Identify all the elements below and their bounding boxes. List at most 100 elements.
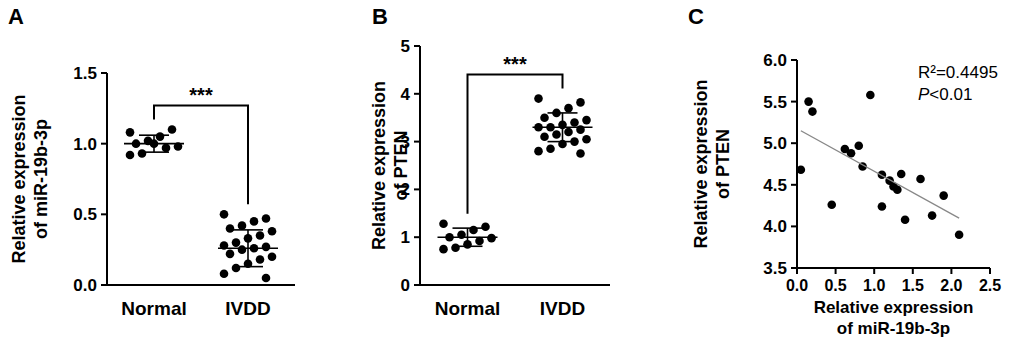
data-point — [162, 144, 171, 153]
y-tick — [101, 284, 107, 286]
data-point — [226, 250, 235, 259]
y-tick-label: 4 — [401, 85, 411, 104]
y-axis-label: Relative expression — [9, 94, 29, 263]
x-axis — [107, 284, 295, 286]
y-axis-label: of PTEN — [391, 131, 411, 201]
error-cap — [139, 151, 169, 153]
y-tick-label: 0.5 — [73, 205, 97, 224]
plot-marks — [438, 94, 593, 253]
y-axis-label: Relative expression — [369, 81, 389, 250]
data-point — [552, 130, 561, 139]
x-tick-label: 1.0 — [863, 277, 885, 294]
x-tick-label: Normal — [435, 298, 500, 319]
data-point — [534, 94, 543, 103]
data-point — [534, 147, 543, 156]
x-axis-label: of miR-19b-3p — [837, 319, 950, 338]
data-point — [238, 245, 247, 254]
data-point — [481, 222, 490, 231]
x-axis-label: Relative expression — [814, 298, 974, 317]
y-tick — [414, 188, 420, 190]
regression-line — [801, 131, 959, 218]
y-tick-label: 0.0 — [73, 276, 97, 295]
data-point — [256, 255, 265, 264]
y-tick-label: 5 — [401, 37, 410, 56]
data-point — [268, 227, 277, 236]
data-point — [262, 274, 271, 283]
data-point — [220, 269, 229, 278]
panel-letter: A — [8, 4, 24, 29]
y-tick — [791, 225, 797, 227]
annotation: P<0.01 — [918, 85, 972, 104]
data-point — [439, 220, 448, 229]
data-point — [916, 175, 925, 184]
panel-letter: C — [688, 4, 704, 29]
data-point — [955, 230, 964, 239]
y-axis-label: of miR-19b-3p — [31, 119, 51, 239]
data-point — [564, 128, 573, 137]
error-cap — [139, 134, 169, 136]
data-point — [475, 237, 484, 246]
y-tick — [791, 184, 797, 186]
data-point — [878, 202, 887, 211]
y-axis — [796, 60, 798, 268]
annotation: R²=0.4495 — [918, 63, 998, 82]
data-point — [901, 215, 910, 224]
error-cap — [453, 227, 483, 229]
x-tick-label: IVDD — [225, 298, 270, 319]
figure: A0.00.51.01.5Relative expressionof miR-1… — [0, 0, 1020, 339]
data-point — [451, 243, 460, 252]
error-cap — [548, 112, 578, 114]
y-tick — [101, 213, 107, 215]
data-point — [256, 231, 265, 240]
significance-label: *** — [503, 53, 527, 75]
y-tick — [414, 141, 420, 143]
error-bar — [467, 228, 469, 246]
plot-marks — [797, 91, 964, 239]
data-point — [564, 104, 573, 113]
significance-bracket — [154, 106, 248, 205]
y-axis — [106, 73, 108, 285]
x-tick — [912, 268, 914, 274]
error-cap — [548, 141, 578, 143]
y-tick — [791, 59, 797, 61]
data-point — [928, 211, 937, 220]
error-bar — [562, 113, 564, 142]
x-tick — [989, 268, 991, 274]
y-tick-label: 1 — [401, 228, 410, 247]
data-point — [232, 264, 241, 273]
error-bar — [153, 135, 155, 152]
data-point — [540, 133, 549, 142]
data-point — [156, 132, 165, 141]
data-point — [232, 238, 241, 247]
data-point — [570, 118, 579, 127]
x-tick-label: Normal — [121, 298, 186, 319]
y-axis-label: Relative expression — [691, 79, 711, 248]
data-point — [866, 91, 875, 100]
y-tick — [791, 101, 797, 103]
data-point — [808, 107, 817, 116]
y-tick-label: 0 — [401, 276, 410, 295]
y-tick-label: 4.5 — [763, 176, 787, 195]
y-tick — [791, 142, 797, 144]
y-tick — [101, 143, 107, 145]
y-tick — [414, 284, 420, 286]
error-cap — [233, 266, 263, 268]
data-point — [576, 98, 585, 107]
data-point — [268, 252, 277, 261]
y-axis — [419, 46, 421, 285]
error-cap — [233, 229, 263, 231]
data-point — [546, 144, 555, 153]
x-tick — [950, 268, 952, 274]
significance-label: *** — [189, 84, 213, 106]
y-tick — [414, 236, 420, 238]
data-point — [238, 221, 247, 230]
data-point — [439, 245, 448, 254]
x-tick-label: IVDD — [540, 298, 585, 319]
data-point — [487, 234, 496, 243]
data-point — [540, 113, 549, 122]
data-point — [939, 191, 948, 200]
data-point — [827, 200, 836, 209]
data-point — [469, 226, 478, 235]
error-bar — [247, 230, 249, 267]
x-tick-label: 0.0 — [786, 277, 808, 294]
